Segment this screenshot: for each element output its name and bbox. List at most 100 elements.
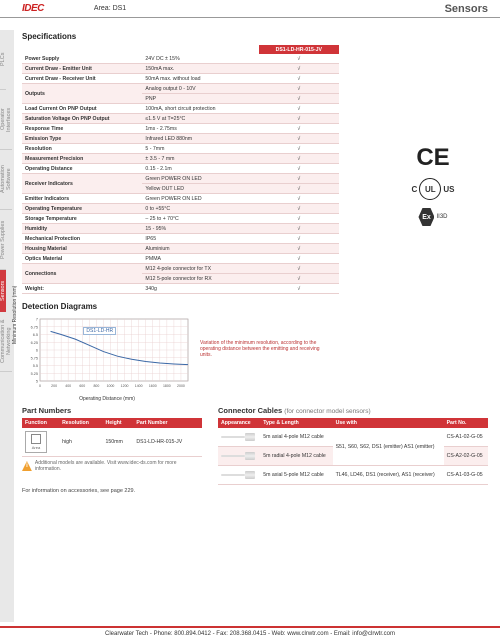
spec-value: 0 to +55°C (142, 204, 258, 214)
spec-value: IP65 (142, 234, 258, 244)
detection-chart: Minimum Resolution (mm) 0200400600800100… (22, 315, 192, 402)
specifications-table: DS1-LD-HR-015-JVPower Supply24V DC ± 15%… (22, 45, 339, 294)
ul-left: C (412, 185, 418, 194)
header-category: Sensors (445, 3, 488, 15)
spec-label: Saturation Voltage On PNP Output (22, 114, 142, 124)
svg-text:2000: 2000 (177, 384, 185, 388)
cc-col: Part No. (444, 418, 488, 428)
spec-label: Storage Temperature (22, 214, 142, 224)
spec-value: – 25 to + 70°C (142, 214, 258, 224)
spec-value: 15 - 95% (142, 224, 258, 234)
ex-badge-label: Ex (422, 214, 431, 221)
spec-check: √ (259, 64, 339, 74)
spec-value: ≤1.5 V at T=25°C (142, 114, 258, 124)
spec-check: √ (259, 234, 339, 244)
detection-diagrams-title: Detection Diagrams (22, 302, 488, 311)
spec-check: √ (259, 94, 339, 104)
spec-check: √ (259, 134, 339, 144)
svg-text:7: 7 (36, 318, 38, 322)
cc-cell (218, 447, 260, 466)
ul-right: US (443, 185, 454, 194)
ex-mark: Ex II3D (418, 208, 447, 226)
page-header: IDEC Area: DS1 Sensors (0, 0, 500, 18)
spec-label: Load Current On PNP Output (22, 104, 142, 114)
spec-value: 100mA, short circuit protection (142, 104, 258, 114)
pn-col: Height (103, 418, 134, 428)
pn-col: Resolution (59, 418, 102, 428)
cc-col: Appearance (218, 418, 260, 428)
cc-cell: CS-A1-03-G-05 (444, 466, 488, 485)
spec-label: Housing Material (22, 244, 142, 254)
pn-cell: DS1-LD-HR-015-JV (133, 428, 202, 457)
connector-icon (221, 469, 255, 481)
spec-check: √ (259, 174, 339, 184)
spec-check: √ (259, 204, 339, 214)
spec-label: Measurement Precision (22, 154, 142, 164)
spec-check: √ (259, 144, 339, 154)
cc-cell: 5m axial 5-pole M12 cable (260, 466, 332, 485)
spec-check: √ (259, 154, 339, 164)
part-numbers-title: Part Numbers (22, 406, 202, 415)
cc-cell: 5m radial 4-pole M12 cable (260, 447, 332, 466)
cc-cell: 5m axial 4-pole M12 cable (260, 428, 332, 447)
connector-cables-table: AppearanceType & LengthUse withPart No.5… (218, 418, 488, 485)
pn-cell: high (59, 428, 102, 457)
pn-col: Function (22, 418, 59, 428)
svg-text:600: 600 (79, 384, 85, 388)
spec-label: Response Time (22, 124, 142, 134)
svg-text:0: 0 (39, 384, 41, 388)
spec-label: Humidity (22, 224, 142, 234)
chart-ylabel: Minimum Resolution (mm) (12, 285, 18, 343)
svg-text:5.5: 5.5 (33, 364, 38, 368)
chart-xlabel: Operating Distance (mm) (22, 396, 192, 402)
cc-cell: TL46, LD46, DS1 (receiver), AS1 (receive… (333, 466, 444, 485)
side-tab[interactable]: PLCs (0, 30, 6, 90)
ex-sub: II3D (436, 214, 447, 220)
spec-label: Current Draw - Emitter Unit (22, 64, 142, 74)
part-numbers-table: FunctionResolutionHeightPart NumberAreah… (22, 418, 202, 457)
side-tab[interactable]: Operator Interfaces (0, 90, 12, 150)
specifications-title: Specifications (22, 32, 488, 41)
svg-text:800: 800 (93, 384, 99, 388)
spec-value: Green POWER ON LED (142, 194, 258, 204)
side-tab[interactable]: Sensors (0, 270, 6, 312)
connector-cables-title: Connector Cables (for connector model se… (218, 406, 488, 415)
svg-text:6.5: 6.5 (33, 333, 38, 337)
side-tab[interactable]: Communication & Networking (0, 312, 12, 372)
side-tab[interactable]: Power Supplies (0, 210, 6, 270)
pn-cell: Area (22, 428, 59, 457)
spec-value: Yellow OUT LED (142, 184, 258, 194)
cc-title-sub: (for connector model sensors) (284, 408, 370, 415)
cc-col: Type & Length (260, 418, 332, 428)
spec-label: Outputs (22, 84, 142, 104)
spec-label: Optics Material (22, 254, 142, 264)
spec-check: √ (259, 84, 339, 94)
spec-value: 340g (142, 284, 258, 294)
spec-check: √ (259, 244, 339, 254)
svg-text:1000: 1000 (107, 384, 115, 388)
spec-check: √ (259, 264, 339, 274)
spec-value: M12 4-pole connector for TX (142, 264, 258, 274)
svg-text:6.75: 6.75 (31, 325, 38, 329)
svg-text:1600: 1600 (149, 384, 157, 388)
svg-text:6: 6 (36, 349, 38, 353)
spec-value: 0.15 - 2.1m (142, 164, 258, 174)
spec-check: √ (259, 164, 339, 174)
cc-title-main: Connector Cables (218, 406, 282, 415)
svg-text:5.75: 5.75 (31, 356, 38, 360)
note-text: Additional models are available. Visit w… (35, 460, 202, 472)
ul-mark: C UL US (412, 178, 455, 200)
area-label: Area: DS1 (94, 5, 126, 12)
side-tab[interactable]: Automation Software (0, 150, 12, 210)
spec-check: √ (259, 74, 339, 84)
info-icon: i (22, 461, 32, 471)
ul-badge: UL (419, 178, 441, 200)
detection-chart-wrap: Minimum Resolution (mm) 0200400600800100… (22, 315, 488, 402)
spec-value: PMMA (142, 254, 258, 264)
area-icon: Area (25, 431, 47, 453)
connector-icon (221, 450, 255, 462)
accessories-note: For information on accessories, see page… (22, 488, 202, 494)
spec-check: √ (259, 194, 339, 204)
spec-check: √ (259, 214, 339, 224)
spec-label: Connections (22, 264, 142, 284)
